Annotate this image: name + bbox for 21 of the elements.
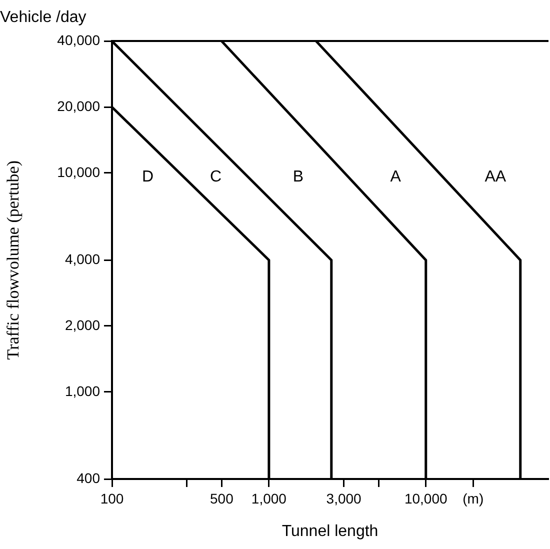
y-tick-label: 4,000 [64, 250, 100, 267]
chart-title: Vehicle /day [0, 9, 86, 26]
x-tick-label: 3,000 [326, 490, 362, 506]
x-tick-label: 100 [100, 490, 124, 506]
x-tick-label: (m) [462, 490, 484, 506]
x-tick-label: 500 [210, 490, 234, 506]
x-tick-label: 1,000 [251, 490, 287, 506]
y-tick-label: 1,000 [64, 382, 100, 399]
annotation: D [142, 168, 154, 186]
y-tick-label: 2,000 [64, 316, 100, 333]
y-axis-title: Traffic flowvolume (pertube) [4, 160, 23, 360]
annotation: C [210, 168, 222, 186]
y-tick-label: 40,000 [57, 32, 100, 48]
y-tick-label: 10,000 [57, 164, 100, 180]
annotation: B [292, 168, 304, 186]
x-tick-label: 10,000 [404, 490, 448, 506]
x-axis-title: Tunnel length [282, 522, 378, 540]
y-tick-label: 20,000 [57, 98, 100, 114]
annotation: A [390, 168, 402, 186]
y-tick-label: 400 [76, 470, 100, 486]
annotation: AA [484, 168, 506, 186]
